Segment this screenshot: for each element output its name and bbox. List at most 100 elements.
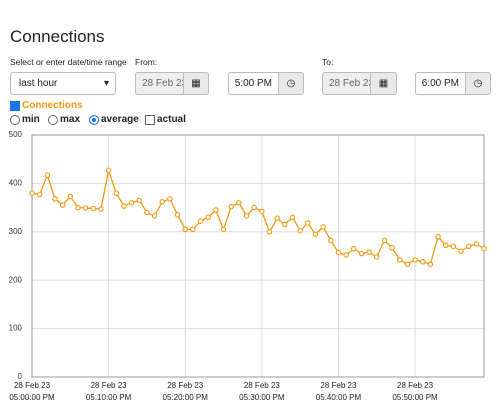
x-tick-label: 28 Feb 23 05:10:00 PM <box>85 381 132 402</box>
from-calendar-button[interactable]: ▦ <box>183 72 209 95</box>
point <box>105 167 112 174</box>
y-tick-label: 0 <box>18 372 23 380</box>
point <box>205 214 211 221</box>
radio-label: min <box>22 114 40 125</box>
from-clock-button[interactable]: ◷ <box>278 72 304 95</box>
point <box>174 212 181 218</box>
point <box>282 221 288 228</box>
range-label: Select or enter date/time range <box>10 57 127 67</box>
point <box>90 205 97 212</box>
point <box>328 237 334 244</box>
point <box>412 257 418 263</box>
point <box>358 250 365 257</box>
x-tick-label: 28 Feb 23 05:00:00 PM <box>9 381 55 402</box>
series-line <box>31 167 485 266</box>
dropdown-arrow: ▾ <box>103 78 109 89</box>
point <box>167 196 173 202</box>
radio-label: average <box>101 114 139 125</box>
radio-max[interactable]: max <box>48 114 80 125</box>
point <box>144 209 150 216</box>
point <box>320 224 326 230</box>
point <box>351 245 357 252</box>
point <box>373 254 380 260</box>
checkbox-actual[interactable]: actual <box>145 114 186 125</box>
point <box>121 203 127 209</box>
radio-label: max <box>60 114 81 125</box>
point <box>82 205 89 211</box>
point <box>404 261 411 267</box>
point <box>274 215 280 221</box>
plot-border <box>31 134 485 378</box>
preset-select[interactable]: last hour ▾ <box>10 72 116 95</box>
radio-min[interactable]: min <box>10 114 40 125</box>
to-label: To: <box>322 57 334 67</box>
point <box>266 229 273 235</box>
point <box>343 252 349 258</box>
point <box>297 228 303 234</box>
point <box>36 191 43 198</box>
radio <box>48 114 58 125</box>
to-calendar-button[interactable]: ▦ <box>370 72 397 95</box>
point <box>197 218 204 224</box>
point <box>220 226 227 233</box>
point <box>67 193 74 200</box>
point <box>182 226 188 233</box>
point <box>289 214 296 221</box>
x-tick-label: 28 Feb 23 05:40:00 PM <box>315 381 362 402</box>
point <box>442 242 449 249</box>
x-tick-label: 28 Feb 23 05:30:00 PM <box>239 381 285 402</box>
x-tick-label: 28 Feb 23 05:20:00 PM <box>162 381 208 402</box>
point <box>481 245 487 252</box>
series-toggle-label: Connections <box>22 100 83 111</box>
radio <box>10 114 20 125</box>
y-tick-label: 100 <box>9 324 23 333</box>
point <box>159 199 165 205</box>
point <box>228 203 234 210</box>
to-date[interactable]: 28 Feb 23 <box>322 72 371 95</box>
point <box>52 196 58 202</box>
point <box>151 213 158 219</box>
point <box>251 204 257 211</box>
point <box>113 190 120 196</box>
series-toggle[interactable]: Connections <box>10 100 83 111</box>
point <box>305 220 311 226</box>
point <box>381 237 388 244</box>
point <box>435 233 441 240</box>
y-tick-label: 300 <box>9 227 23 236</box>
from-label: From: <box>135 57 158 67</box>
point <box>458 248 464 254</box>
point <box>128 200 135 206</box>
to-clock-button[interactable]: ◷ <box>465 72 491 95</box>
point <box>312 231 319 237</box>
point <box>419 259 426 265</box>
point <box>473 241 480 247</box>
point <box>243 213 250 219</box>
title: Connections <box>10 27 105 46</box>
point <box>389 245 395 251</box>
radio-average[interactable]: average <box>89 114 139 125</box>
point <box>366 249 372 255</box>
point <box>75 204 81 211</box>
point <box>427 261 434 267</box>
point <box>259 208 265 215</box>
point <box>465 243 472 250</box>
point <box>136 197 143 204</box>
point <box>450 243 457 250</box>
checkbox-label: actual <box>157 114 186 125</box>
y-tick-label: 500 <box>9 130 23 139</box>
point <box>190 226 196 233</box>
chart: 0 100 200 300 400 500 <box>9 130 487 380</box>
preset-value: last hour <box>19 78 58 89</box>
point <box>335 249 342 256</box>
checkbox <box>10 100 20 111</box>
point <box>29 190 35 196</box>
checkbox <box>145 114 155 125</box>
point <box>396 257 403 263</box>
radio <box>89 114 99 125</box>
y-tick-label: 400 <box>9 179 23 188</box>
point <box>44 172 51 178</box>
x-tick-label: 28 Feb 23 05:50:00 PM <box>392 381 438 402</box>
point <box>98 206 104 212</box>
point <box>213 207 219 213</box>
